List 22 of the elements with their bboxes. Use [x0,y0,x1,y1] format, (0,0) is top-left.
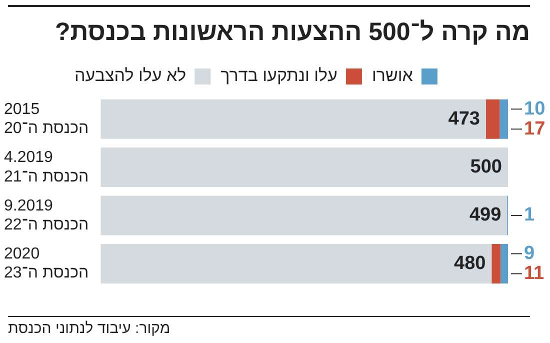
text: מקור: עיבוד לנתוני הכנסת [8,320,170,337]
bar [100,148,508,188]
bar [492,244,501,284]
data-label: 10 [524,98,546,120]
legend-label: לא עלו להצבעה [74,66,186,86]
data-label: 9 [524,242,535,264]
bar [100,99,486,139]
data-label: 473 [448,108,480,130]
data-label: 480 [454,252,486,274]
bar [500,99,508,139]
bar [100,244,492,284]
bar [486,99,500,139]
data-label: 17 [524,118,546,140]
bar [100,196,508,236]
legend-label: אושרו [372,66,414,86]
data-label: 499 [469,204,502,226]
bar [500,244,508,284]
chart-title: מה קרה ל־500 ההצעות הראשונות בכנסת? [54,18,530,47]
data-label: 11 [524,262,545,284]
data-label: 500 [470,156,502,178]
data-label: 1 [524,204,535,226]
legend-label: עלו ונתקעו בדרך [220,66,338,86]
